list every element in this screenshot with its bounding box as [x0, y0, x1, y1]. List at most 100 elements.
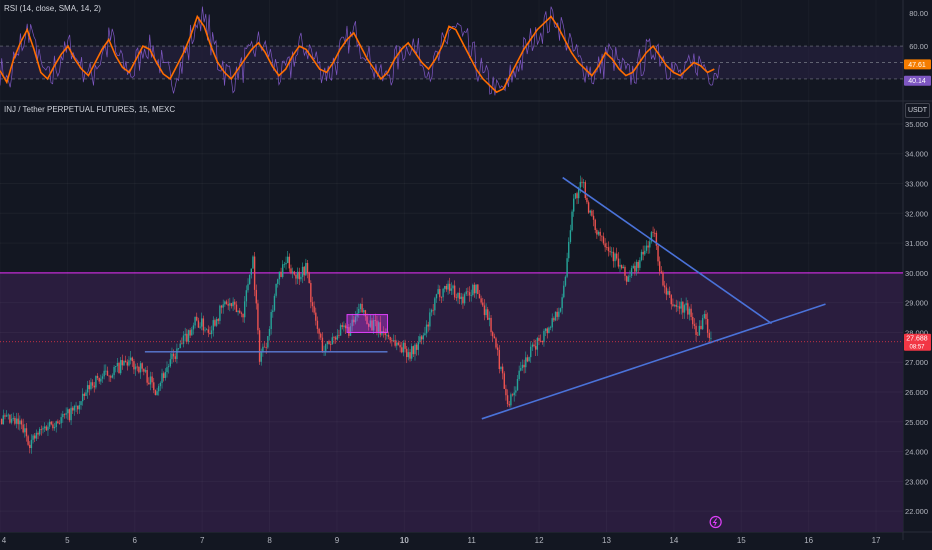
price-tick-label: 32.000: [905, 209, 928, 218]
candle-body: [410, 346, 413, 359]
candle-body: [620, 265, 623, 269]
symbol-title[interactable]: INJ / Tether PERPETUAL FUTURES, 15, MEXC: [4, 105, 176, 114]
candle-body: [369, 320, 372, 327]
candle-body: [230, 303, 233, 307]
candle-body: [452, 285, 454, 289]
time-tick-label: 5: [65, 536, 70, 545]
candle-body: [642, 251, 644, 255]
candle-body: [291, 271, 294, 273]
candle-body: [667, 291, 669, 295]
candle-body: [521, 364, 524, 369]
candle-body: [126, 362, 129, 366]
candle-body: [153, 382, 155, 391]
candle-body: [607, 247, 610, 252]
candle-body: [199, 326, 201, 328]
candle-body: [487, 309, 489, 320]
candle-body: [627, 276, 629, 282]
time-tick-label: 17: [872, 536, 881, 545]
candle-body: [503, 373, 505, 389]
candle-body: [29, 444, 31, 449]
candle-body: [242, 313, 244, 318]
candle-body: [257, 303, 259, 331]
candle-body: [339, 325, 342, 336]
candle-body: [255, 289, 257, 304]
price-tick-label: 29.000: [905, 299, 928, 308]
candle-body: [622, 266, 625, 269]
candle-body: [177, 348, 180, 349]
candle-body: [460, 296, 462, 299]
candle-body: [311, 302, 314, 307]
candle-body: [14, 417, 16, 424]
candle-body: [574, 193, 577, 199]
candle-body: [253, 256, 256, 290]
candle-body: [338, 335, 340, 337]
candle-body: [331, 337, 334, 345]
candle-body: [449, 283, 451, 291]
candle-body: [141, 363, 143, 369]
candle-body: [470, 295, 472, 296]
candle-body: [629, 275, 631, 277]
candle-body: [75, 405, 77, 407]
price-tick-label: 28.000: [905, 328, 928, 337]
candle-body: [505, 388, 507, 396]
candle-body: [174, 356, 176, 359]
candle-body: [77, 405, 79, 410]
time-tick-label: 11: [468, 536, 477, 545]
candle-body: [273, 295, 276, 311]
candle-body: [617, 258, 620, 267]
candle-body: [106, 370, 109, 376]
time-tick-label: 8: [267, 536, 272, 545]
candle-body: [325, 344, 327, 352]
candle-body: [467, 291, 469, 293]
candle-body: [47, 426, 49, 431]
price-tick-label: 30.000: [905, 269, 928, 278]
candle-body: [110, 376, 112, 378]
candle-body: [564, 276, 567, 286]
rsi-indicator-title[interactable]: RSI (14, close, SMA, 14, 2): [4, 4, 101, 13]
candle-body: [683, 305, 686, 313]
candle-body: [501, 366, 504, 374]
candle-body: [328, 340, 330, 345]
candle-body: [105, 370, 107, 372]
candle-body: [53, 426, 56, 429]
time-tick-label: 10: [400, 536, 409, 545]
candle-body: [298, 271, 300, 280]
candle-body: [612, 251, 615, 262]
candle-body: [367, 324, 370, 327]
candle-body: [151, 376, 153, 383]
candle-body: [19, 420, 21, 425]
candle-body: [58, 423, 61, 424]
candle-body: [480, 298, 482, 303]
candle-body: [417, 342, 419, 350]
candle-body: [498, 350, 501, 370]
candle-body: [334, 337, 337, 340]
candle-body: [432, 309, 434, 311]
candle-body: [43, 426, 46, 429]
candle-body: [624, 266, 626, 276]
candle-body: [7, 414, 9, 416]
candle-body: [103, 370, 105, 377]
candle-body: [262, 346, 264, 352]
candle-body: [706, 319, 709, 333]
candle-body: [186, 333, 188, 342]
candle-body: [366, 316, 368, 325]
candle-body: [477, 284, 479, 294]
currency-button[interactable]: USDT: [905, 103, 930, 118]
candle-body: [700, 325, 702, 330]
candle-body: [227, 303, 229, 306]
candle-body: [553, 318, 555, 321]
candle-body: [329, 344, 332, 345]
candle-body: [303, 266, 305, 276]
candle-body: [119, 360, 122, 374]
candle-body: [697, 334, 699, 336]
candle-body: [286, 256, 289, 263]
candle-body: [597, 231, 600, 235]
candle-body: [268, 329, 271, 337]
candle-body: [48, 421, 51, 427]
candle-body: [265, 347, 267, 348]
candle-body: [182, 335, 185, 344]
time-tick-label: 14: [669, 536, 678, 545]
candle-body: [586, 197, 588, 203]
candle-body: [320, 333, 322, 338]
